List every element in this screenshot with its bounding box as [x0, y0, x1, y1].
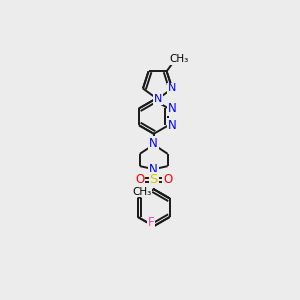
Text: N: N: [149, 164, 158, 176]
Text: S: S: [150, 173, 158, 187]
Text: N: N: [168, 119, 177, 132]
Text: CH₃: CH₃: [170, 54, 189, 64]
Text: CH₃: CH₃: [132, 187, 152, 196]
Text: F: F: [148, 216, 154, 229]
Text: N: N: [168, 83, 176, 94]
Text: N: N: [153, 94, 162, 104]
Text: N: N: [168, 102, 177, 115]
Text: O: O: [163, 173, 172, 187]
Text: O: O: [135, 173, 145, 187]
Text: N: N: [149, 137, 158, 150]
